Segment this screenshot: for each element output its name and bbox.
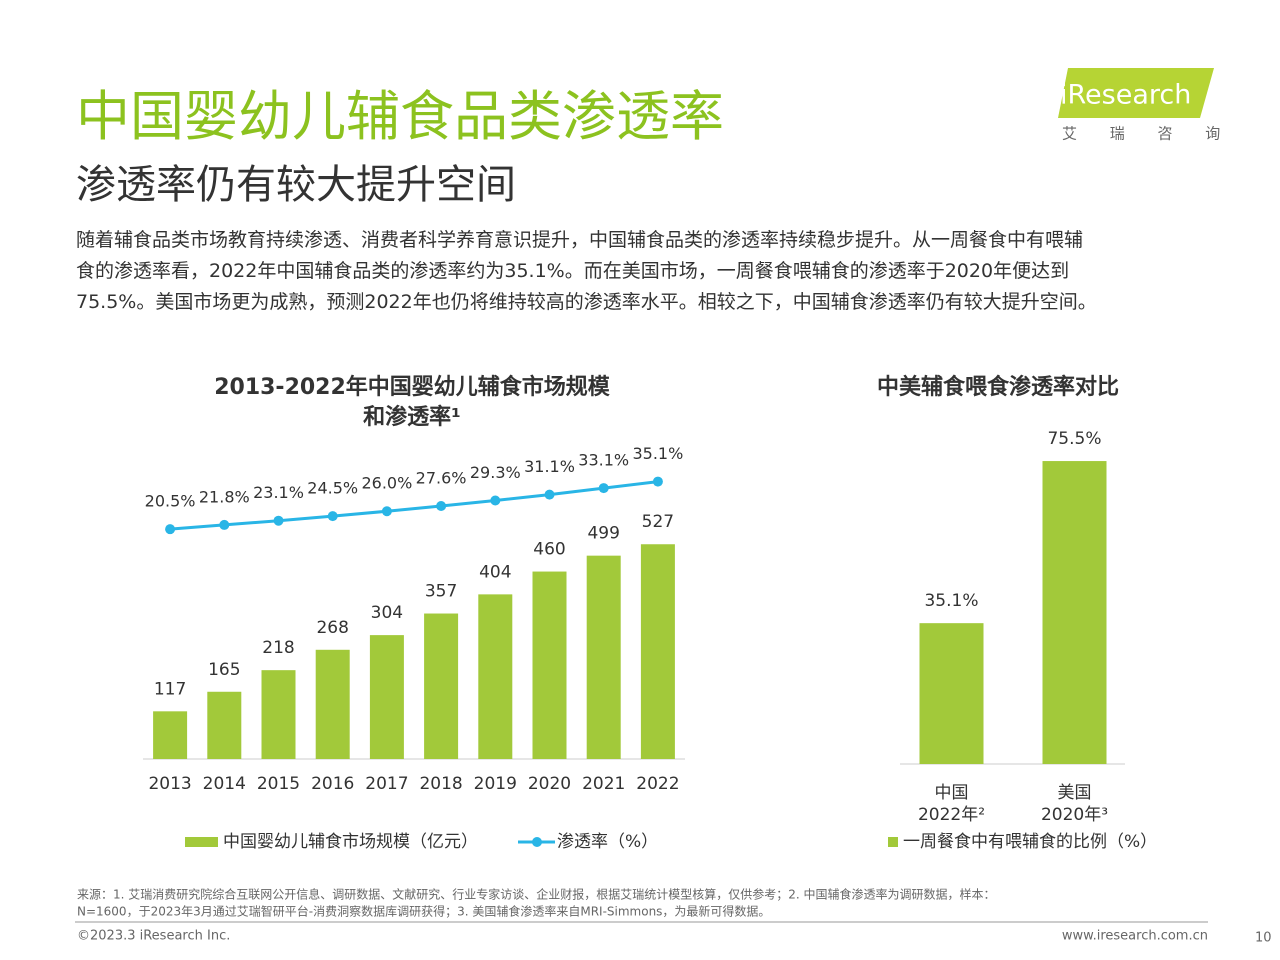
data-label: 20.5% xyxy=(145,492,196,511)
page-subtitle: 渗透率仍有较大提升空间 xyxy=(76,162,516,208)
legend-swatch xyxy=(185,837,218,847)
line-point xyxy=(381,506,392,517)
data-label: 29.3% xyxy=(470,463,521,482)
x-tick-label: 2018 xyxy=(419,774,462,794)
bar xyxy=(478,594,513,759)
line-point xyxy=(490,495,501,506)
data-label: 35.1% xyxy=(632,444,683,463)
data-label: 35.1% xyxy=(924,591,978,611)
url: www.iresearch.com.cn xyxy=(1062,929,1208,944)
bar xyxy=(369,635,404,759)
legend-swatch xyxy=(888,837,898,847)
x-tick-label: 2015 xyxy=(257,774,300,794)
data-label: 218 xyxy=(262,638,294,658)
data-label: 26.0% xyxy=(361,474,412,493)
x-tick-label: 中国 2022年² xyxy=(918,783,985,825)
chart-title: 中美辅食喂食渗透率对比 xyxy=(877,374,1119,400)
legend-swatch xyxy=(532,837,542,847)
chart-title: 2013-2022年中国婴幼儿辅食市场规模 xyxy=(214,374,611,400)
data-label: 357 xyxy=(425,582,457,602)
x-tick-label: 2020 xyxy=(528,774,571,794)
data-label: 33.1% xyxy=(578,451,629,470)
data-label: 31.1% xyxy=(524,457,575,476)
data-label: 268 xyxy=(316,618,348,638)
x-tick-line: 中国 xyxy=(935,783,969,803)
data-label: 75.5% xyxy=(1047,429,1101,449)
bar xyxy=(532,571,567,759)
copyright: ©2023.3 iResearch Inc. xyxy=(77,929,230,944)
logo-shape xyxy=(1058,68,1214,118)
source: N=1600，于2023年3月通过艾瑞智研平台-消费洞察数据库调研获得；3. 美… xyxy=(77,904,770,919)
logo-sub: 艾 瑞 咨 询 xyxy=(1062,125,1234,143)
body-line: 75.5%。美国市场更为成熟，预测2022年也仍将维持较高的渗透率水平。相较之下… xyxy=(76,291,1097,313)
x-tick-label: 2014 xyxy=(203,774,246,794)
bar xyxy=(207,691,242,759)
x-tick-label: 美国 2020年³ xyxy=(1041,783,1108,825)
data-label: 460 xyxy=(533,540,565,560)
x-tick-label: 2017 xyxy=(365,774,408,794)
line-point xyxy=(165,524,176,535)
data-label: 404 xyxy=(479,562,511,582)
page-number: 10 xyxy=(1255,931,1272,946)
bar xyxy=(919,623,984,764)
legend-label: 一周餐食中有喂辅食的比例（%） xyxy=(903,832,1157,852)
source: 来源：1. 艾瑞消费研究院综合互联网公开信息、调研数据、文献研究、行业专家访谈、… xyxy=(77,887,996,902)
data-label: 27.6% xyxy=(416,469,467,488)
bar xyxy=(640,544,675,759)
line-point xyxy=(219,519,230,530)
bar xyxy=(153,711,188,759)
x-tick-label: 2022 xyxy=(636,774,679,794)
line-point xyxy=(598,483,609,494)
line-point xyxy=(327,511,338,522)
line-point xyxy=(273,515,284,526)
x-tick-label: 2016 xyxy=(311,774,354,794)
body-line: 食的渗透率看，2022年中国辅食品类的渗透率约为35.1%。而在美国市场，一周餐… xyxy=(76,260,1070,282)
x-tick-label: 2013 xyxy=(148,774,191,794)
data-label: 499 xyxy=(587,524,619,544)
page-title: 中国婴幼儿辅食品类渗透率 xyxy=(76,85,724,148)
data-label: 527 xyxy=(642,512,674,532)
bar xyxy=(315,649,350,759)
x-tick-label: 2021 xyxy=(582,774,625,794)
data-label: 21.8% xyxy=(199,487,250,506)
bar xyxy=(424,613,459,759)
line-point xyxy=(652,476,663,487)
x-tick-line: 2020年³ xyxy=(1041,805,1108,825)
line-point xyxy=(544,489,555,500)
x-tick-line: 2022年² xyxy=(918,805,985,825)
chart-title: 和渗透率¹ xyxy=(363,404,461,430)
body-text: 随着辅食品类市场教育持续渗透、消费者科学养育意识提升，中国辅食品类的渗透率持续稳… xyxy=(76,225,1097,318)
data-label: 165 xyxy=(208,660,240,680)
line-point xyxy=(436,501,447,512)
bar xyxy=(261,670,296,759)
bar xyxy=(586,555,621,759)
data-label: 23.1% xyxy=(253,483,304,502)
data-label: 24.5% xyxy=(307,479,358,498)
x-tick-label: 2019 xyxy=(474,774,517,794)
legend-label: 渗透率（%） xyxy=(557,832,658,852)
bar xyxy=(1042,461,1107,764)
logo: iResearch xyxy=(1060,80,1191,111)
x-tick-line: 美国 xyxy=(1058,783,1092,803)
data-label: 117 xyxy=(154,679,186,699)
legend-label: 中国婴幼儿辅食市场规模（亿元） xyxy=(223,832,478,852)
data-label: 304 xyxy=(371,603,403,623)
line xyxy=(169,480,659,531)
body-line: 随着辅食品类市场教育持续渗透、消费者科学养育意识提升，中国辅食品类的渗透率持续稳… xyxy=(76,229,1084,251)
